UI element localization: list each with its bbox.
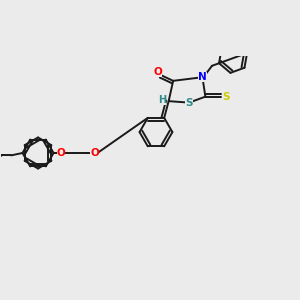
Text: O: O [153,67,162,77]
Text: S: S [185,98,193,108]
Text: O: O [90,148,99,158]
Text: N: N [198,72,207,82]
Text: S: S [223,92,230,102]
Text: H: H [158,94,166,105]
Text: O: O [57,148,65,158]
